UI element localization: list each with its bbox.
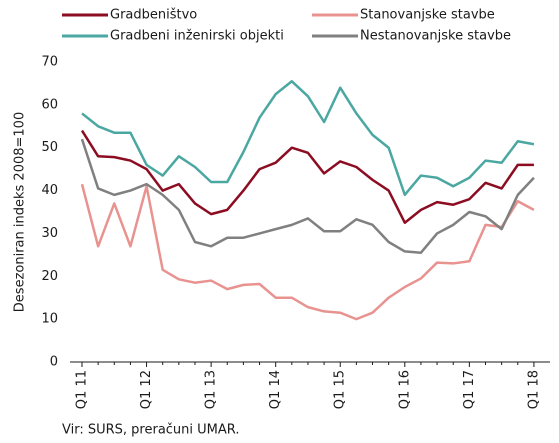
y-tick-label: 40 — [41, 183, 58, 198]
y-tick-label: 50 — [41, 140, 58, 155]
y-tick-label: 30 — [41, 226, 58, 241]
y-axis-label: Desezoniran indeks 2008=100 — [13, 112, 28, 312]
x-tick-label: Q1 15 — [333, 370, 348, 409]
x-tick-label: Q1 16 — [397, 370, 412, 409]
y-tick-label: 0 — [50, 355, 58, 370]
legend-label: Gradbeni inženirski objekti — [110, 29, 284, 44]
y-tick-label: 10 — [41, 312, 58, 327]
legend-label: Gradbeništvo — [110, 8, 197, 23]
x-tick-label: Q1 13 — [204, 370, 219, 409]
legend-label: Nestanovanjske stavbe — [360, 29, 511, 44]
series-line — [80, 129, 534, 224]
y-tick-label: 20 — [41, 269, 58, 284]
source: Vir: SURS, preračuni UMAR. — [62, 423, 239, 438]
legend-label: Stanovanjske stavbe — [360, 8, 495, 23]
x-tick-label: Q1 18 — [526, 370, 541, 409]
x-tick-label: Q1 17 — [462, 370, 477, 409]
y-tick-label: 70 — [41, 55, 58, 70]
x-tick-label: Q1 14 — [268, 370, 283, 409]
y-tick-label: 60 — [41, 97, 58, 112]
x-tick-label: Q1 12 — [139, 370, 154, 409]
x-tick-label: Q1 11 — [75, 370, 90, 409]
series-line — [80, 138, 535, 254]
series-line — [80, 183, 535, 321]
series-line — [81, 80, 535, 197]
